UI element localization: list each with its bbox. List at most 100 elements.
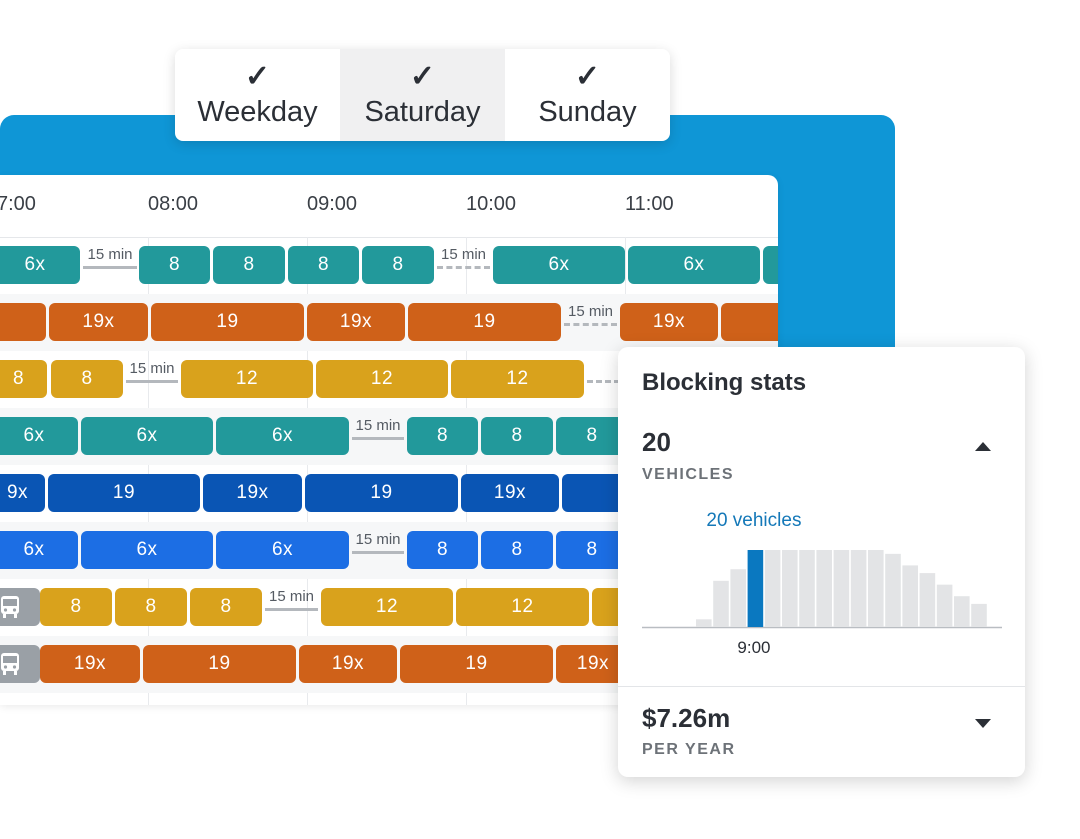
chart-bar[interactable] xyxy=(713,580,729,627)
day-type-tabs: ✓ Weekday ✓ Saturday ✓ Sunday xyxy=(175,49,670,141)
vehicles-unit: VEHICLES xyxy=(642,466,735,483)
route-block[interactable]: 6x xyxy=(493,246,625,284)
bus-icon xyxy=(1,653,19,675)
route-block[interactable]: 19 xyxy=(408,303,561,341)
route-block[interactable]: 8 xyxy=(139,246,210,284)
route-block[interactable] xyxy=(0,303,46,341)
chart-bar[interactable] xyxy=(919,573,936,627)
route-block[interactable]: 19 xyxy=(305,474,458,512)
route-block[interactable]: 8 xyxy=(288,246,359,284)
route-block[interactable]: 6x xyxy=(216,531,349,569)
hour-gridline xyxy=(466,237,467,705)
chart-bar[interactable] xyxy=(971,603,987,627)
schedule-row: 19x 19 19x 19 15 min 19x xyxy=(0,294,778,351)
route-block[interactable]: 8 xyxy=(40,588,112,626)
chart-bar[interactable] xyxy=(730,569,746,627)
tab-weekday[interactable]: ✓ Weekday xyxy=(175,49,340,141)
route-block[interactable]: 8 xyxy=(556,531,628,569)
tab-label: Weekday xyxy=(197,95,318,128)
chart-bar[interactable] xyxy=(902,565,918,627)
route-block[interactable]: 8 xyxy=(115,588,187,626)
layover-label: 15 min xyxy=(355,531,401,548)
route-block[interactable]: 8 xyxy=(556,417,628,455)
layover-label: 15 min xyxy=(567,303,614,320)
layover-line xyxy=(83,266,137,269)
route-block[interactable]: 19 xyxy=(400,645,553,683)
route-block[interactable]: 19x xyxy=(556,645,630,683)
route-block[interactable]: 8 xyxy=(481,417,553,455)
route-block[interactable] xyxy=(721,303,778,341)
tab-sunday[interactable]: ✓ Sunday xyxy=(505,49,670,141)
bus-icon xyxy=(1,596,19,618)
vehicle-block[interactable] xyxy=(0,645,40,683)
vehicle-block[interactable] xyxy=(0,588,40,626)
route-block[interactable]: 19x xyxy=(49,303,148,341)
route-block[interactable]: 19x xyxy=(620,303,718,341)
route-block[interactable]: 6x xyxy=(216,417,349,455)
route-block[interactable]: 12 xyxy=(316,360,448,398)
chart-bar[interactable] xyxy=(885,553,901,627)
layover-label: 15 min xyxy=(268,588,315,605)
layover-gap: 15 min xyxy=(83,246,137,284)
chart-bar[interactable] xyxy=(868,550,884,627)
collapse-caret-icon[interactable] xyxy=(975,442,991,451)
layover-gap: 15 min xyxy=(352,531,404,569)
chart-bar[interactable] xyxy=(816,550,832,627)
layover-line xyxy=(352,551,404,554)
highlighted-bar[interactable] xyxy=(747,550,764,627)
route-block[interactable]: 6x xyxy=(0,531,78,569)
route-block[interactable]: 19 xyxy=(143,645,296,683)
layover-gap: 15 min xyxy=(437,246,490,284)
blocking-stats-panel: Blocking stats 20 VEHICLES 20 vehicles 9:… xyxy=(618,347,1025,777)
route-block[interactable]: 9x xyxy=(0,474,45,512)
checkmark-icon: ✓ xyxy=(574,59,601,93)
route-block[interactable]: 8 xyxy=(0,360,47,398)
tab-saturday[interactable]: ✓ Saturday xyxy=(340,49,505,141)
route-block[interactable]: 12 xyxy=(321,588,453,626)
chart-bar[interactable] xyxy=(936,584,953,627)
hour-gridline xyxy=(148,237,149,705)
route-block[interactable]: 6x xyxy=(628,246,760,284)
chart-bar[interactable] xyxy=(799,550,815,627)
route-block[interactable]: 8 xyxy=(190,588,262,626)
time-label: 11:00 xyxy=(625,193,674,215)
chart-bar[interactable] xyxy=(764,550,781,627)
chart-bar[interactable] xyxy=(696,619,712,627)
route-block[interactable]: 19x xyxy=(307,303,405,341)
layover-gap: 15 min xyxy=(126,360,178,398)
checkmark-icon: ✓ xyxy=(244,59,271,93)
chart-bar[interactable] xyxy=(782,550,798,627)
route-block[interactable]: 8 xyxy=(213,246,285,284)
chart-bar[interactable] xyxy=(954,596,970,627)
route-block[interactable]: 12 xyxy=(456,588,589,626)
chart-bar[interactable] xyxy=(833,550,850,627)
route-block[interactable]: 19x xyxy=(203,474,302,512)
route-block[interactable]: 19x xyxy=(461,474,559,512)
route-block[interactable]: 8 xyxy=(51,360,123,398)
route-block[interactable]: 6x xyxy=(81,531,213,569)
layover-label: 15 min xyxy=(440,246,487,263)
tab-label: Saturday xyxy=(364,95,481,128)
route-block[interactable] xyxy=(763,246,778,284)
route-block[interactable]: 6x xyxy=(81,417,213,455)
route-block[interactable]: 19x xyxy=(40,645,140,683)
chart-bar[interactable] xyxy=(850,550,867,627)
route-block[interactable]: 8 xyxy=(362,246,434,284)
route-block[interactable]: 19x xyxy=(299,645,397,683)
layover-line xyxy=(352,437,404,440)
layover-line xyxy=(265,608,318,611)
route-block[interactable]: 12 xyxy=(451,360,584,398)
route-block[interactable]: 19 xyxy=(151,303,304,341)
route-block[interactable]: 19 xyxy=(48,474,200,512)
layover-gap: 15 min xyxy=(265,588,318,626)
route-block[interactable]: 8 xyxy=(481,531,553,569)
chart-annotation: 20 vehicles xyxy=(706,510,802,531)
time-axis-header: 7:00 08:00 09:00 10:00 11:00 xyxy=(0,175,778,238)
route-block[interactable]: 8 xyxy=(407,417,478,455)
route-block[interactable]: 8 xyxy=(407,531,478,569)
expand-caret-icon[interactable] xyxy=(975,719,991,728)
route-block[interactable]: 6x xyxy=(0,417,78,455)
time-label: 09:00 xyxy=(307,193,358,215)
route-block[interactable]: 12 xyxy=(181,360,313,398)
route-block[interactable]: 6x xyxy=(0,246,80,284)
